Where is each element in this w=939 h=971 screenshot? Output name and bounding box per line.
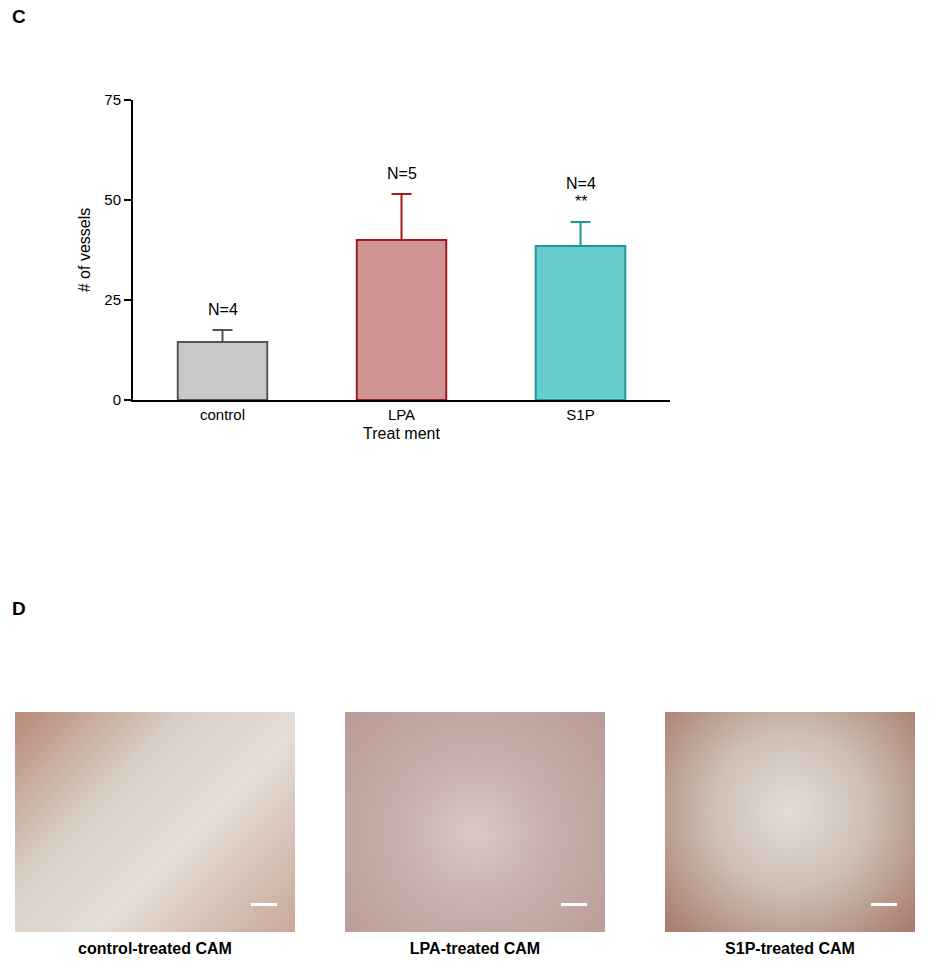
svg-text:50: 50 bbox=[104, 191, 121, 208]
svg-text:N=4: N=4 bbox=[566, 175, 596, 192]
svg-text:25: 25 bbox=[104, 291, 121, 308]
svg-text:75: 75 bbox=[104, 91, 121, 108]
svg-text:N=4: N=4 bbox=[208, 301, 238, 318]
html-text:D: D bbox=[12, 598, 26, 619]
svg-text:N=5: N=5 bbox=[387, 165, 417, 182]
html-text:control-treated CAM: control-treated CAM bbox=[78, 940, 232, 957]
svg-text:0: 0 bbox=[113, 391, 121, 408]
html-text:C: C bbox=[12, 6, 26, 27]
html-text:S1P-treated CAM: S1P-treated CAM bbox=[725, 940, 855, 957]
svg-text:Treat ment: Treat ment bbox=[363, 425, 440, 442]
svg-text:LPA: LPA bbox=[388, 406, 415, 423]
svg-text:control: control bbox=[200, 406, 245, 423]
svg-text:S1P: S1P bbox=[566, 406, 594, 423]
svg-text:**: ** bbox=[575, 193, 587, 210]
html-text:LPA-treated CAM: LPA-treated CAM bbox=[409, 940, 541, 957]
svg-text:# of vessels: # of vessels bbox=[76, 208, 93, 292]
